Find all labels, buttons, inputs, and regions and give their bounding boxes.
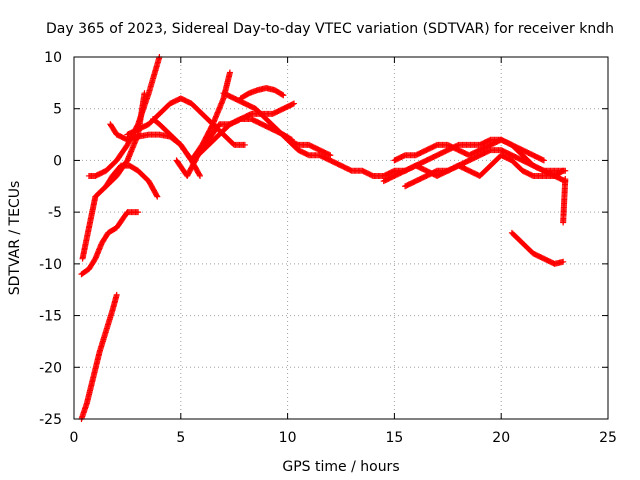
- series-arc-15: [391, 136, 547, 164]
- data-point: [197, 172, 204, 179]
- data-point: [226, 69, 233, 76]
- series-arc-12: [237, 85, 287, 102]
- x-tick-label: 15: [385, 430, 403, 446]
- data-point: [153, 192, 160, 199]
- series-arc-18: [560, 176, 569, 226]
- series-arc-11: [220, 90, 334, 159]
- x-tick-label: 0: [70, 430, 79, 446]
- chart-title: Day 365 of 2023, Sidereal Day-to-day VTE…: [46, 21, 614, 37]
- x-axis-title: GPS time / hours: [282, 459, 399, 475]
- y-tick-label: 10: [44, 50, 62, 66]
- y-tick-label: -25: [39, 412, 62, 428]
- series-arc-5: [103, 162, 161, 200]
- data-point: [560, 258, 567, 265]
- y-tick-labels: -25 -20 -15 -10 -5 0 5 10: [39, 50, 62, 428]
- y-tick-label: -20: [39, 360, 62, 376]
- data-point: [327, 152, 334, 159]
- data-point: [279, 91, 286, 98]
- grid: [74, 57, 608, 419]
- data-point: [135, 209, 142, 216]
- x-tick-label: 5: [176, 430, 185, 446]
- series-arc-1: [78, 291, 120, 422]
- axis-ticks: [73, 56, 609, 420]
- data-point: [154, 193, 161, 200]
- y-tick-label: -15: [39, 309, 62, 325]
- y-axis-title: SDTVAR / TECUs: [7, 181, 23, 296]
- data-point: [291, 100, 298, 107]
- data-point: [540, 157, 547, 164]
- series-arc-3: [78, 209, 142, 278]
- x-tick-label: 10: [279, 430, 297, 446]
- series-arc-16: [402, 147, 569, 190]
- data-point: [241, 141, 248, 148]
- x-tick-label: 20: [492, 430, 510, 446]
- data-point: [562, 176, 569, 183]
- series-arc-17: [508, 229, 567, 267]
- series-arc-8: [150, 69, 233, 164]
- plot-frame: [73, 56, 609, 420]
- y-tick-label: -5: [48, 205, 62, 221]
- x-tick-labels: 0 5 10 15 20 25: [70, 430, 617, 446]
- data-point: [562, 167, 569, 174]
- data-point: [113, 291, 120, 298]
- data-point: [196, 171, 203, 178]
- data-point: [280, 92, 287, 99]
- y-tick-label: -10: [39, 257, 62, 273]
- x-tick-label: 25: [599, 430, 617, 446]
- data-markers: [78, 54, 569, 422]
- y-tick-label: 0: [53, 153, 62, 169]
- y-tick-label: 5: [53, 102, 62, 118]
